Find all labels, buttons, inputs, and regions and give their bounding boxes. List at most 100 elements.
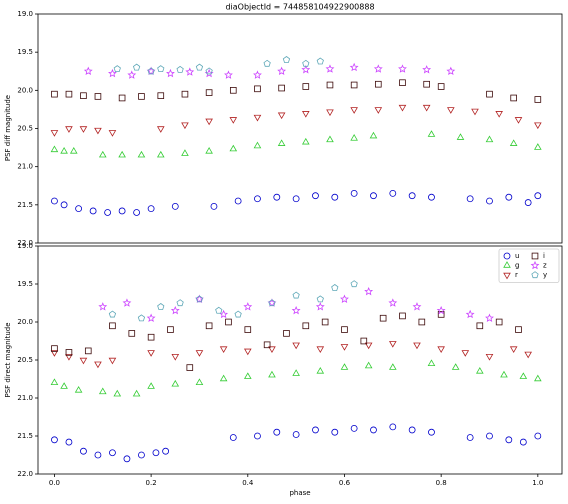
marker [325,64,335,73]
marker [388,363,397,370]
marker [122,298,132,307]
marker [534,143,542,150]
marker [302,322,310,330]
marker [138,93,145,100]
marker [137,314,146,322]
marker [205,118,213,126]
legend-marker [530,260,540,270]
marker [369,131,378,139]
y-tick-label: 20.0 [17,86,33,94]
y-tick-label: 21.5 [17,432,33,440]
marker [486,90,493,98]
marker [292,195,300,203]
y-tick-label: 22.0 [17,470,33,478]
marker [147,205,155,213]
marker [268,370,276,378]
marker [234,197,242,205]
marker [253,114,262,122]
marker [446,66,456,76]
x-tick-label: 0.0 [49,479,60,487]
marker [418,318,426,326]
marker [273,193,281,201]
marker [94,93,102,100]
marker [80,447,87,455]
marker [428,428,435,436]
marker [301,137,310,145]
marker [341,326,348,333]
marker [229,87,237,94]
marker [166,68,175,78]
marker [234,310,242,318]
marker [79,126,88,133]
marker [98,150,107,158]
marker [98,302,108,311]
marker [428,193,435,201]
y-tick-label: 21.0 [17,394,33,402]
marker [495,111,503,118]
marker [171,379,180,387]
marker [219,374,228,382]
marker [350,424,358,432]
marker [50,130,59,137]
marker [312,426,319,434]
legend-marker [531,252,539,260]
marker [465,309,475,319]
marker [350,189,358,197]
marker [75,205,83,213]
marker [157,303,165,310]
legend-marker [503,261,511,268]
marker [524,199,532,206]
marker [268,299,276,307]
marker [510,94,517,102]
marker [215,306,223,314]
marker [118,94,126,102]
marker [331,284,339,291]
marker [486,432,493,440]
marker [476,322,484,330]
marker [515,326,522,333]
marker [373,64,383,73]
marker [84,347,92,355]
marker [109,322,116,330]
marker [399,79,406,86]
marker [423,80,430,88]
marker [388,298,398,307]
marker [519,372,528,379]
marker [185,67,195,76]
x-axis-label: phase [289,489,310,497]
marker [94,451,102,459]
marker [340,344,349,351]
marker [205,147,213,154]
marker [74,386,83,393]
marker [437,346,445,353]
marker [413,342,421,350]
marker [398,104,407,112]
marker [205,322,213,330]
marker [326,81,334,89]
marker [176,65,184,73]
marker [316,367,325,374]
marker [181,149,189,156]
marker [514,117,523,124]
marker [123,455,131,463]
marker [205,67,213,75]
marker [277,139,286,146]
marker [69,147,78,154]
marker [229,144,238,152]
marker [326,135,334,143]
x-tick-label: 0.6 [339,479,351,487]
marker [364,286,374,296]
marker [243,372,252,379]
marker [447,107,455,114]
marker [461,350,470,357]
marker [277,112,286,120]
marker [350,134,358,141]
marker [471,108,479,116]
marker [128,330,136,337]
marker [437,83,445,90]
marker [364,342,373,350]
marker [456,133,465,140]
marker [146,313,156,322]
marker [171,354,180,361]
marker [147,350,155,357]
